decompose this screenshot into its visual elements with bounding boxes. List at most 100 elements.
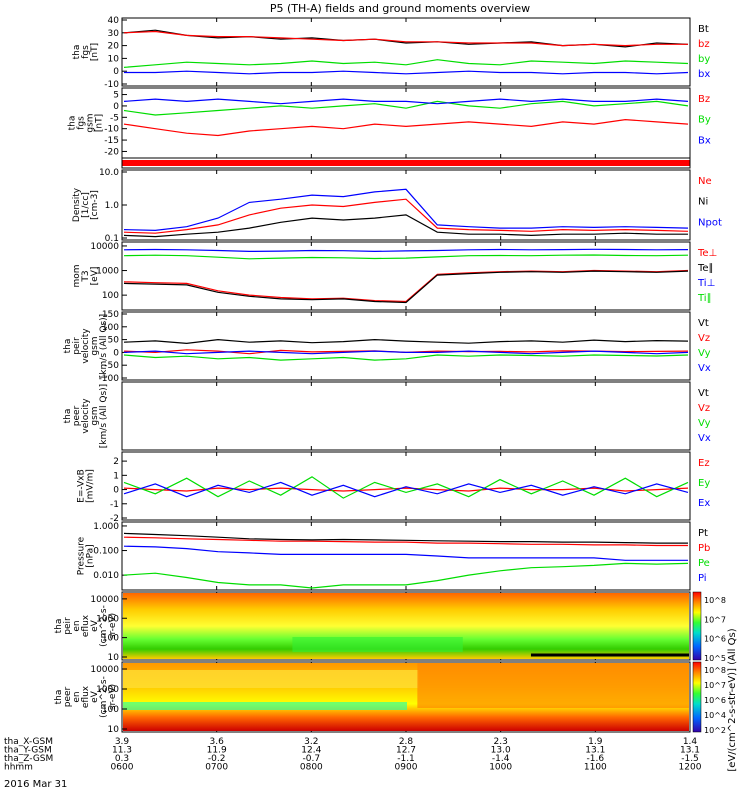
y-tick-label: 1000 [96, 267, 119, 277]
series-line-Pt [123, 532, 688, 544]
y-axis-label-line: Density [72, 187, 82, 222]
series-line-by [123, 59, 689, 68]
legend-item: Ey [698, 478, 710, 489]
legend-item: Bz [698, 94, 710, 105]
y-axis-label-line: en [72, 620, 82, 631]
legend-item: Ex [698, 498, 710, 509]
colorbar-tick: 10^4 [704, 711, 726, 720]
orbit-value: 3.6 [210, 737, 225, 747]
orbit-value: -1.6 [587, 754, 605, 764]
page-title: P5 (TH-A) fields and ground moments over… [270, 2, 530, 15]
series-line-Npot [123, 188, 689, 232]
y-axis-label-line: peir [63, 617, 73, 635]
y-axis-label-line: eV [90, 690, 100, 703]
y-axis-label-line: [nT] [95, 114, 105, 132]
legend-item: Npot [698, 217, 722, 228]
y-tick-label: 1000 [96, 685, 119, 695]
orbit-value: 13.0 [491, 746, 511, 756]
orbit-value: 0.3 [115, 754, 129, 764]
series-line-By [123, 100, 689, 116]
colorbar-tick: 10^6 [704, 635, 726, 644]
y-axis-label: thapeerenefluxeV(cm^2-s-sr-eV) [54, 676, 118, 718]
panel-fgs_gsm: thafgsgsm[nT] -20-15-10 -505 Bz By Bx [68, 87, 711, 159]
y-axis-label-line: eflux [81, 614, 91, 637]
colorbar-tick: 10^6 [704, 696, 726, 705]
y-tick-label: 0 [113, 102, 119, 112]
legend-item: Pb [698, 543, 710, 554]
y-tick-label: 40 [108, 16, 120, 26]
y-axis-label-line: tha [68, 116, 78, 131]
spectrogram-band [123, 702, 407, 710]
y-axis-label: thapeirvelocitygsm[km/s (All Qs)] [63, 314, 109, 378]
orbit-value: -0.2 [208, 754, 226, 764]
orbit-value: 3.2 [304, 737, 318, 747]
panel-peir_eflux: thapeirenefluxeV(cm^2-s-sr-eV) 10 100 1000 1… [54, 591, 691, 663]
y-axis-label-line: E=-VxB [77, 469, 87, 503]
colorbar-cb2: 10^8 10^7 10^6 10^4 10^2 [692, 661, 726, 735]
orbit-value: 3.9 [115, 737, 130, 747]
colorbar-label: [eV/(cm^2-s-str-eV)] (All Qs) [727, 628, 738, 771]
orbit-row-label: tha_Z-GSM [4, 754, 53, 764]
y-axis-label-line: tha [54, 690, 64, 705]
legend-item: Vx [698, 433, 711, 444]
y-axis-label-line: fgs [81, 45, 91, 59]
orbit-value: 1100 [584, 763, 607, 773]
series-line-Vt [123, 338, 689, 345]
panels: thafgs[nT]-10010203040Btbzbybxthafgsgsm[… [54, 16, 726, 735]
spectrogram-band [417, 663, 689, 708]
series-line-Vy [123, 354, 689, 361]
y-tick-label: 0 [113, 67, 119, 77]
legend-item: Vz [698, 333, 710, 344]
y-axis-label-line: velocity [81, 398, 91, 434]
y-axis-label: E=-VxB[mV/m] [77, 469, 96, 503]
series-line-bz [123, 30, 688, 47]
orbit-value: -1.5 [681, 754, 699, 764]
orbit-row-label: hhmm [4, 763, 33, 773]
orbit-value: 0800 [300, 763, 323, 773]
y-axis-label-line: gsm [86, 113, 96, 132]
y-axis-label: thafgsgsm[nT] [68, 113, 105, 132]
legend-item: bx [698, 69, 710, 80]
y-axis-label-line: tha [54, 619, 64, 634]
series-line-bx [124, 70, 689, 75]
y-axis-label-line: peir [72, 337, 82, 355]
orbit-value: 11.9 [207, 746, 227, 756]
series-line-Vx [123, 350, 689, 355]
y-axis-label-line: gsm [90, 336, 100, 355]
legend-item: Vz [698, 403, 710, 414]
y-tick-label: 100 [102, 291, 119, 301]
y-tick-label: 100 [102, 705, 119, 715]
y-axis-label-line: [mV/m] [86, 469, 96, 503]
y-axis-label: thapeirenefluxeV(cm^2-s-sr-eV) [54, 605, 118, 647]
y-tick-label: 10000 [90, 665, 119, 675]
colorbar-tick: 10^5 [704, 654, 726, 663]
panel-frame [121, 17, 691, 87]
series-line-Ti⊥ [123, 248, 689, 253]
y-tick-label: 0 [113, 348, 119, 358]
series-line-Ni [123, 214, 688, 238]
orbit-value: 0600 [111, 763, 134, 773]
orbit-value: -0.7 [303, 754, 321, 764]
panel-frame [121, 661, 691, 733]
y-tick-label: 150 [102, 310, 119, 320]
y-axis-label-line: eflux [81, 685, 91, 708]
colorbar-tick: 10^7 [704, 615, 726, 624]
series-line-Ey [123, 476, 689, 499]
date-label: 2016 Mar 31 [4, 779, 67, 790]
y-axis-label-line: [km/s (All Qs)] [99, 314, 109, 378]
y-tick-label: 10000 [90, 595, 119, 605]
orbit-row-label: tha_X-GSM [4, 737, 53, 747]
y-axis-label-line: gsm [90, 406, 100, 425]
y-tick-label: 10000 [90, 242, 119, 252]
series-line-Pb [123, 536, 688, 547]
spectrogram-band [123, 670, 419, 688]
y-tick-label: 5 [113, 91, 119, 101]
y-tick-label: 0.1 [105, 234, 119, 244]
y-tick-label: 0 [113, 486, 119, 496]
y-tick-label: 10.0 [99, 168, 119, 178]
colorbar [692, 661, 702, 733]
orbit-value: 1200 [679, 763, 702, 773]
legend-item: Bx [698, 135, 711, 146]
y-tick-label: 10 [108, 54, 120, 64]
